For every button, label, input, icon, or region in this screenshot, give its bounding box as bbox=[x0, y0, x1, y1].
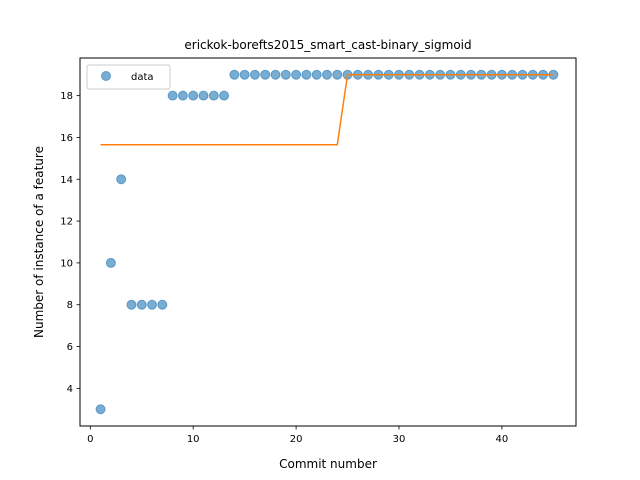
data-point bbox=[270, 69, 281, 80]
data-point bbox=[147, 299, 158, 310]
x-axis-title: Commit number bbox=[279, 457, 377, 471]
x-tick-label: 30 bbox=[393, 434, 406, 445]
data-point bbox=[249, 69, 260, 80]
data-point bbox=[260, 69, 271, 80]
data-point bbox=[136, 299, 147, 310]
data-point bbox=[126, 299, 137, 310]
data-point bbox=[157, 299, 168, 310]
chart-title: erickok-borefts2015_smart_cast-binary_si… bbox=[184, 38, 471, 52]
legend-box bbox=[86, 64, 171, 90]
x-axis: 0 10 20 30 40 bbox=[87, 426, 508, 445]
data-point bbox=[280, 69, 291, 80]
y-tick-label: 6 bbox=[67, 342, 73, 353]
x-tick-label: 40 bbox=[496, 434, 509, 445]
y-tick-label: 4 bbox=[67, 384, 73, 395]
x-tick-label: 20 bbox=[290, 434, 303, 445]
data-point bbox=[198, 90, 209, 101]
data-point bbox=[229, 69, 240, 80]
data-point bbox=[239, 69, 250, 80]
data-point bbox=[167, 90, 178, 101]
y-tick-label: 8 bbox=[67, 300, 73, 311]
data-point bbox=[105, 257, 116, 268]
x-tick-label: 10 bbox=[187, 434, 200, 445]
data-point bbox=[219, 90, 230, 101]
y-tick-label: 14 bbox=[60, 175, 73, 186]
data-point bbox=[177, 90, 188, 101]
fit-line bbox=[100, 73, 554, 146]
legend-label-data: data bbox=[131, 72, 154, 83]
data-point bbox=[208, 90, 219, 101]
data-point bbox=[301, 69, 312, 80]
plot-frame bbox=[79, 57, 577, 427]
legend-marker-data bbox=[101, 71, 111, 81]
legend: data bbox=[86, 64, 171, 90]
y-axis: 4 6 8 10 12 14 16 18 bbox=[60, 91, 80, 395]
y-axis-title: Number of instance of a feature bbox=[32, 146, 46, 338]
y-tick-label: 16 bbox=[60, 133, 73, 144]
data-point bbox=[321, 69, 332, 80]
data-point bbox=[95, 404, 106, 415]
data-point bbox=[291, 69, 302, 80]
x-tick-label: 0 bbox=[87, 434, 93, 445]
y-tick-label: 10 bbox=[60, 258, 73, 269]
data-point bbox=[188, 90, 199, 101]
y-tick-label: 12 bbox=[60, 217, 73, 228]
data-point bbox=[116, 174, 127, 185]
y-tick-label: 18 bbox=[60, 91, 73, 102]
plot-marks bbox=[95, 69, 559, 415]
data-point bbox=[332, 69, 343, 80]
data-point bbox=[311, 69, 322, 80]
